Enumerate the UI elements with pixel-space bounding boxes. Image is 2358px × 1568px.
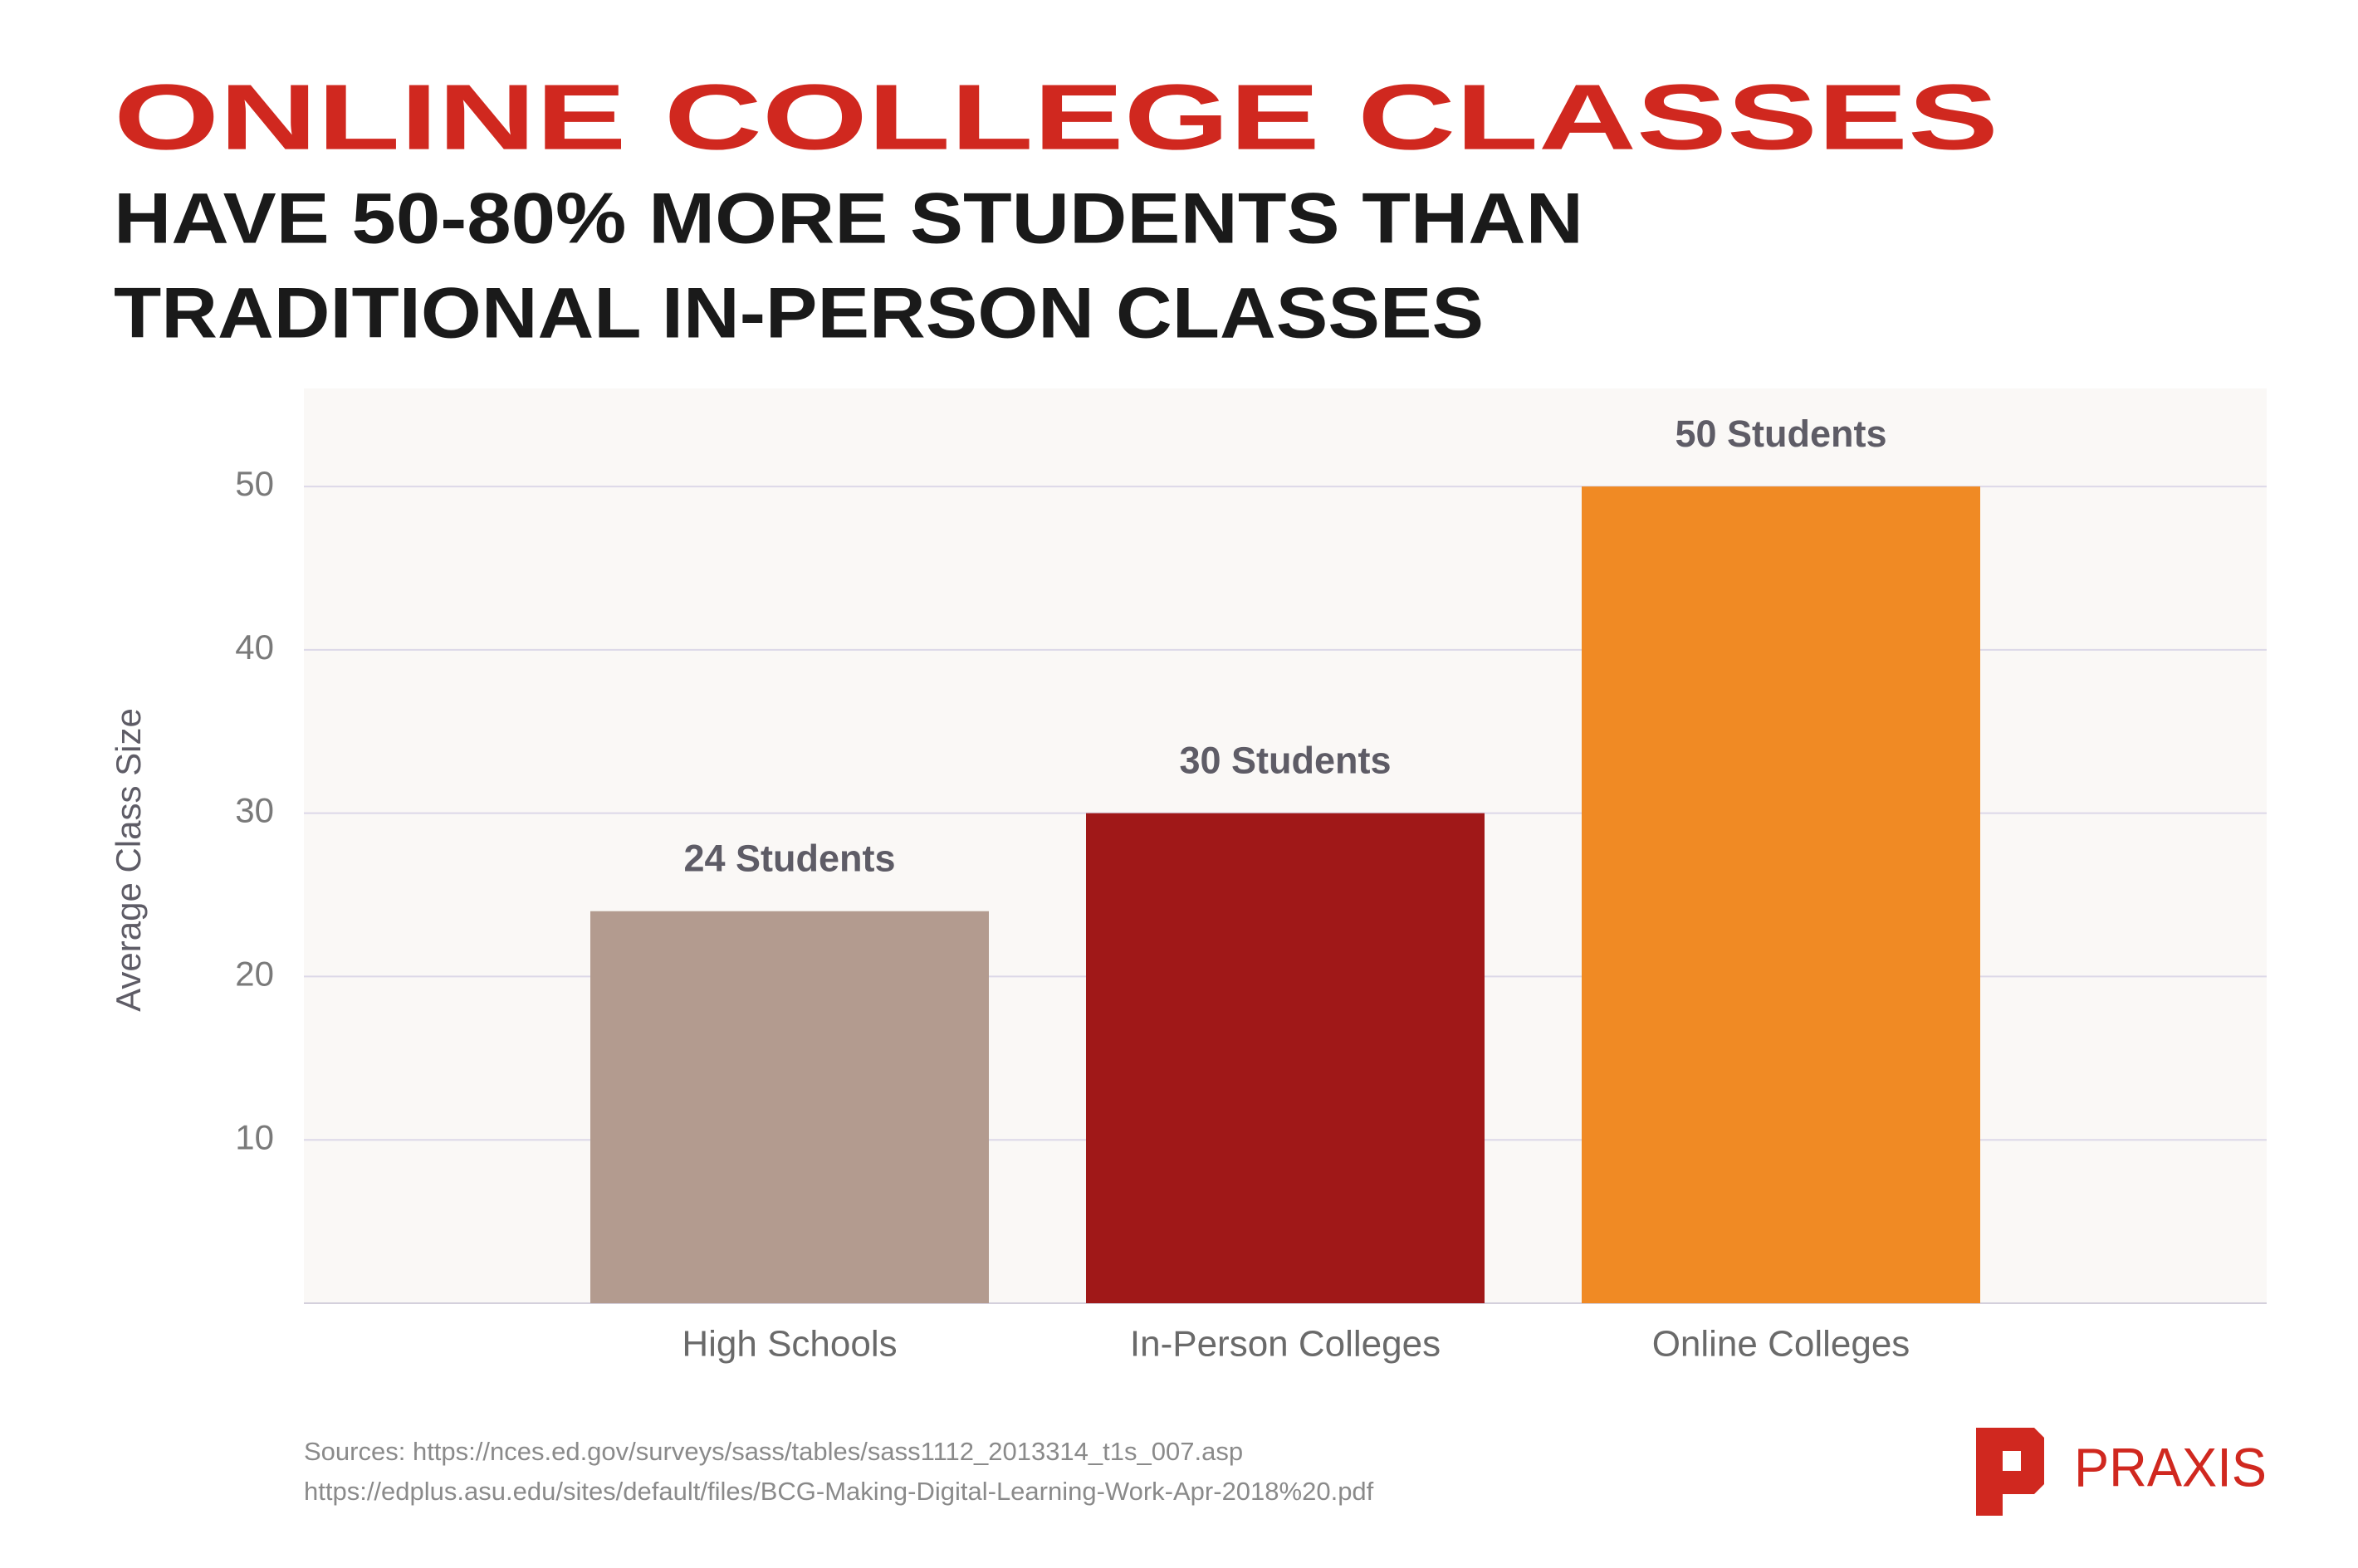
- bar: [1086, 813, 1485, 1303]
- logo-icon: [1976, 1428, 2044, 1516]
- logo: PRAXIS: [1976, 1428, 2267, 1516]
- chart-subtitle: HAVE 50-80% MORE STUDENTS THAN: [114, 179, 1583, 259]
- x-tick-label: Online Colleges: [1652, 1324, 1910, 1365]
- data-label: 50 Students: [1675, 413, 1886, 455]
- logo-text: PRAXIS: [2074, 1436, 2267, 1497]
- chart-subtitle: TRADITIONAL IN-PERSON CLASSES: [114, 274, 1484, 354]
- x-tick-label: High Schools: [682, 1324, 897, 1365]
- data-label: 30 Students: [1179, 740, 1391, 782]
- y-tick-label: 20: [235, 955, 274, 994]
- y-tick-label: 30: [235, 791, 274, 830]
- bar: [590, 911, 989, 1303]
- x-tick-label: In-Person Colleges: [1130, 1324, 1441, 1365]
- y-tick-label: 40: [235, 628, 274, 667]
- data-label: 24 Students: [683, 838, 895, 880]
- y-axis-label: Average Class Size: [109, 708, 148, 1012]
- chart-title: ONLINE COLLEGE CLASSES: [114, 66, 1998, 169]
- source-text: Sources: https://nces.ed.gov/surveys/sas…: [304, 1437, 1243, 1466]
- source-text: https://edplus.asu.edu/sites/default/fil…: [304, 1477, 1374, 1506]
- y-tick-label: 50: [235, 464, 274, 503]
- y-tick-label: 10: [235, 1117, 274, 1156]
- bar: [1582, 486, 1980, 1303]
